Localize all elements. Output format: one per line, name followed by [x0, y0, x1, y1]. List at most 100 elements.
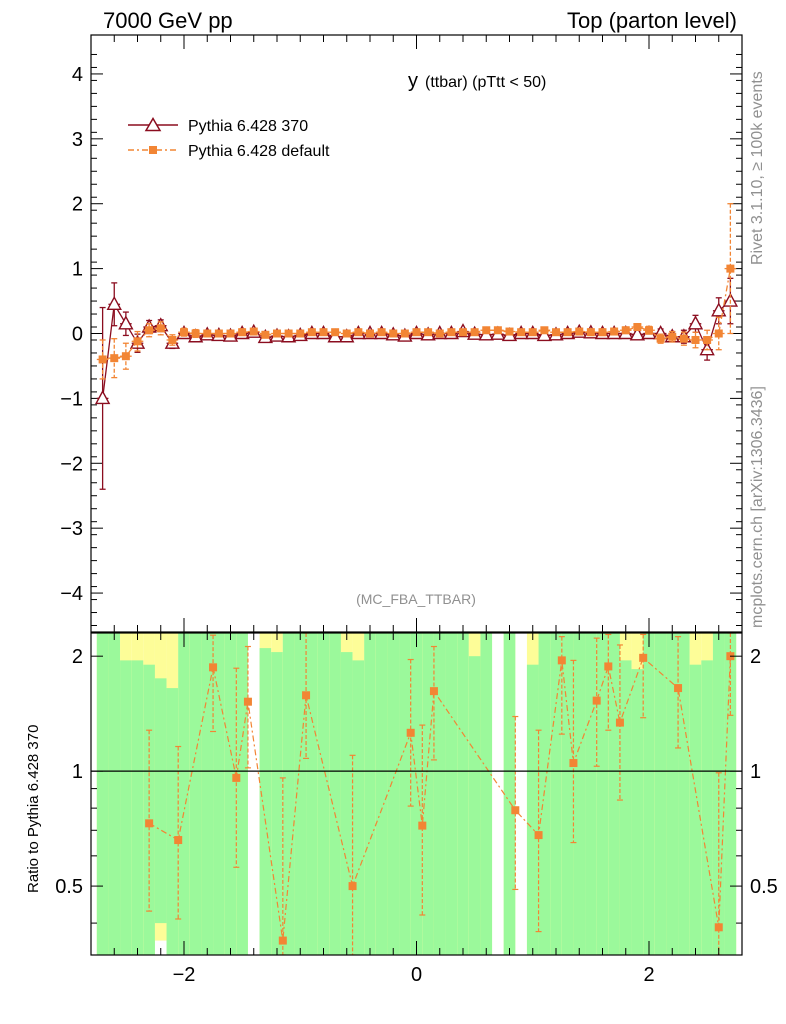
data-point	[400, 329, 409, 338]
data-point	[714, 329, 723, 338]
band-green	[433, 633, 446, 955]
ratio-point	[145, 819, 154, 828]
band-green	[96, 633, 109, 955]
band-green	[654, 633, 667, 955]
data-point	[366, 329, 374, 338]
legend-entry-370: Pythia 6.428 370	[128, 117, 308, 135]
ratio-xtick-label: −2	[173, 964, 196, 986]
band-green	[340, 652, 353, 955]
data-point	[307, 328, 316, 337]
main-axes: −4 −3 −2 −1 0 1 2 3 4	[60, 35, 743, 632]
band-green	[596, 633, 609, 955]
band-green	[631, 669, 644, 955]
band-green	[201, 633, 214, 955]
ratio-point	[569, 759, 578, 768]
data-point	[273, 329, 281, 338]
data-point	[470, 328, 479, 337]
legend-entry-default: Pythia 6.428 default	[128, 143, 330, 160]
chart-title-sub: (ttbar) (pTtt < 50)	[425, 74, 546, 91]
band-green	[236, 633, 248, 955]
data-point	[633, 323, 642, 332]
header-left: 7000 GeV pp	[103, 8, 233, 33]
data-point	[145, 326, 154, 335]
data-point	[331, 328, 340, 337]
main-series-layer	[94, 203, 739, 490]
legend-label-370: Pythia 6.428 370	[188, 118, 308, 135]
data-point	[536, 326, 553, 342]
ratio-series-default	[145, 633, 735, 955]
data-point	[121, 352, 130, 361]
data-point	[94, 389, 111, 405]
data-point	[424, 328, 433, 337]
ratio-line	[148, 656, 731, 941]
data-point	[389, 329, 398, 338]
legend-label-default: Pythia 6.428 default	[188, 143, 330, 160]
data-point	[645, 326, 653, 335]
data-point	[621, 326, 630, 335]
header-right: Top (parton level)	[567, 8, 737, 33]
data-point	[168, 335, 177, 344]
band-green	[422, 633, 434, 955]
ratio-axes: 0.5 0.5 1 1 2 2 −2 0 2	[55, 633, 778, 986]
data-point	[106, 295, 122, 310]
band-green	[503, 633, 516, 955]
data-point	[238, 328, 247, 337]
main-ytick-label: −1	[60, 388, 83, 410]
ratio-xtick-label: 2	[643, 964, 654, 986]
band-green	[526, 664, 539, 955]
band-green	[294, 633, 307, 955]
band-green	[689, 664, 702, 955]
data-point	[656, 334, 665, 343]
ratio-point	[302, 691, 311, 700]
data-point	[354, 328, 363, 337]
band-green	[271, 652, 283, 955]
band-green	[724, 633, 737, 955]
band-green	[154, 678, 167, 924]
rivet-label: Rivet 3.1.10, ≥ 100k events	[749, 71, 766, 265]
ratio-point	[615, 718, 624, 727]
data-point	[691, 335, 700, 344]
ratio-point	[534, 831, 543, 840]
ratio-ytick-label: 2	[72, 646, 83, 668]
ratio-point	[406, 728, 415, 737]
chart-title-main: y	[408, 70, 418, 92]
data-point	[296, 329, 305, 338]
band-green	[573, 633, 586, 955]
main-ytick-label: 0	[72, 324, 83, 346]
data-point	[493, 326, 502, 335]
ratio-point	[592, 696, 601, 705]
main-frame	[90, 34, 743, 633]
ratio-bands	[96, 633, 737, 955]
band-green	[120, 660, 132, 955]
band-green	[213, 633, 225, 955]
ratio-series-layer	[145, 633, 735, 955]
band-green	[550, 633, 562, 955]
ratio-ylabel: Ratio to Pythia 6.428 370	[25, 725, 42, 893]
data-point	[284, 329, 293, 338]
ratio-point	[278, 936, 287, 945]
band-green	[189, 633, 202, 955]
data-point	[412, 328, 421, 337]
ratio-point	[418, 821, 427, 830]
ratio-point	[348, 882, 357, 891]
legend-marker-default	[149, 146, 157, 154]
band-green	[585, 633, 597, 955]
ratio-frame	[90, 632, 743, 956]
data-point	[203, 329, 212, 338]
data-point	[249, 327, 258, 336]
ratio-point	[604, 662, 613, 671]
band-green	[317, 633, 330, 955]
ratio-point	[557, 656, 566, 665]
ratio-point	[674, 684, 683, 693]
band-green	[259, 648, 272, 955]
data-point	[447, 328, 456, 337]
ratio-ytick-label-right: 2	[750, 646, 761, 668]
data-point	[711, 302, 727, 317]
data-point	[575, 327, 584, 336]
data-point	[679, 334, 688, 343]
band-green	[306, 633, 318, 955]
data-point	[180, 328, 188, 337]
data-point	[191, 329, 200, 338]
ratio-ytick-label: 1	[72, 761, 83, 783]
main-panel: −4 −3 −2 −1 0 1 2 3 4 y (ttbar) (pTtt < 50) Pyth…	[60, 34, 743, 633]
